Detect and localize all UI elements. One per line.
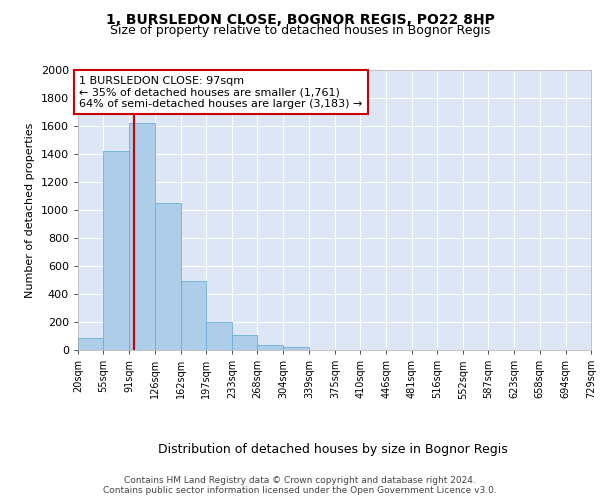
Y-axis label: Number of detached properties: Number of detached properties [25,122,35,298]
Bar [155,203,181,350]
Bar [257,345,283,350]
Text: Contains HM Land Registry data © Crown copyright and database right 2024.
Contai: Contains HM Land Registry data © Crown c… [103,476,497,495]
Bar [206,322,232,350]
Text: Distribution of detached houses by size in Bognor Regis: Distribution of detached houses by size … [158,442,508,456]
Text: 1 BURSLEDON CLOSE: 97sqm
← 35% of detached houses are smaller (1,761)
64% of sem: 1 BURSLEDON CLOSE: 97sqm ← 35% of detach… [79,76,363,109]
Text: Size of property relative to detached houses in Bognor Regis: Size of property relative to detached ho… [110,24,490,37]
Bar [103,151,130,350]
Bar [283,347,309,350]
Bar [181,282,206,350]
Bar [232,334,257,350]
Text: 1, BURSLEDON CLOSE, BOGNOR REGIS, PO22 8HP: 1, BURSLEDON CLOSE, BOGNOR REGIS, PO22 8… [106,12,494,26]
Bar [78,338,103,350]
Bar [130,123,155,350]
